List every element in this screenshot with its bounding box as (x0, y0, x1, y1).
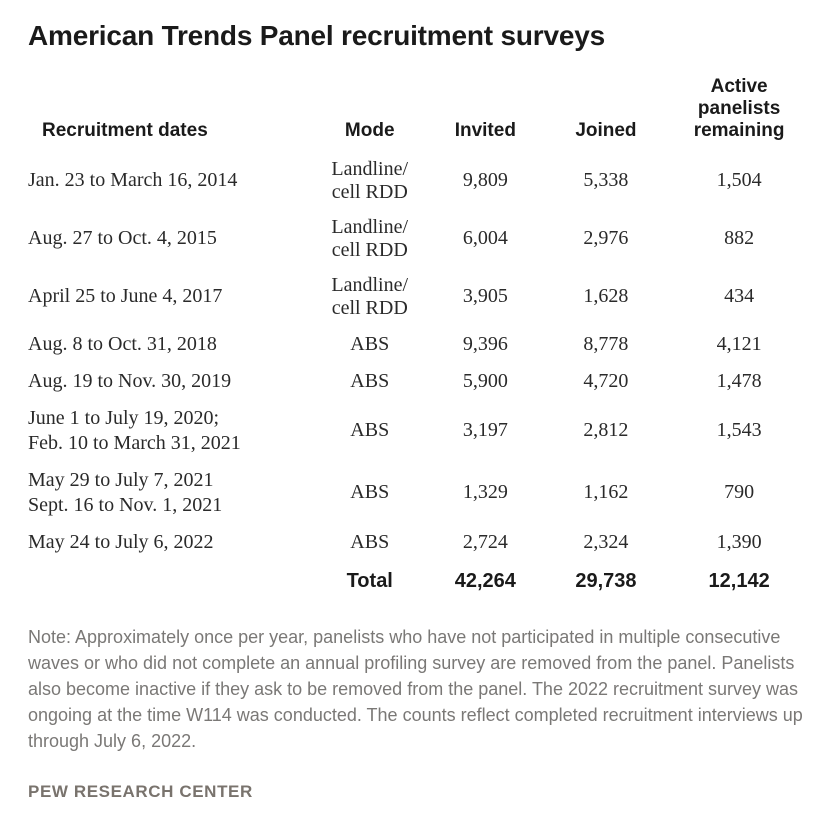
cell-invited: 3,197 (425, 400, 546, 462)
cell-invited: 6,004 (425, 210, 546, 268)
cell-invited: 9,809 (425, 152, 546, 210)
table-row: Jan. 23 to March 16, 2014 Landline/cell … (28, 152, 812, 210)
cell-dates: April 25 to June 4, 2017 (28, 268, 314, 326)
cell-dates: Aug. 19 to Nov. 30, 2019 (28, 363, 314, 400)
cell-joined: 5,338 (546, 152, 667, 210)
cell-invited: 2,724 (425, 524, 546, 561)
cell-dates: Jan. 23 to March 16, 2014 (28, 152, 314, 210)
col-header-invited: Invited (425, 70, 546, 152)
cell-mode: ABS (314, 524, 425, 561)
cell-invited: 9,396 (425, 326, 546, 363)
cell-dates: May 29 to July 7, 2021Sept. 16 to Nov. 1… (28, 462, 314, 524)
cell-active: 434 (666, 268, 812, 326)
cell-mode: Landline/cell RDD (314, 152, 425, 210)
table-row: June 1 to July 19, 2020;Feb. 10 to March… (28, 400, 812, 462)
cell-mode: ABS (314, 400, 425, 462)
total-blank (28, 561, 314, 600)
col-header-dates: Recruitment dates (28, 70, 314, 152)
cell-invited: 5,900 (425, 363, 546, 400)
col-header-mode: Mode (314, 70, 425, 152)
cell-joined: 1,162 (546, 462, 667, 524)
table-row: Aug. 27 to Oct. 4, 2015 Landline/cell RD… (28, 210, 812, 268)
cell-dates: June 1 to July 19, 2020;Feb. 10 to March… (28, 400, 314, 462)
attribution: PEW RESEARCH CENTER (28, 782, 812, 802)
cell-joined: 2,324 (546, 524, 667, 561)
cell-joined: 4,720 (546, 363, 667, 400)
table-row: Aug. 8 to Oct. 31, 2018 ABS 9,396 8,778 … (28, 326, 812, 363)
total-row: Total 42,264 29,738 12,142 (28, 561, 812, 600)
footnote: Note: Approximately once per year, panel… (28, 624, 812, 754)
cell-mode: ABS (314, 462, 425, 524)
cell-joined: 1,628 (546, 268, 667, 326)
cell-active: 4,121 (666, 326, 812, 363)
cell-joined: 2,976 (546, 210, 667, 268)
cell-active: 1,390 (666, 524, 812, 561)
cell-active: 1,478 (666, 363, 812, 400)
cell-mode: ABS (314, 363, 425, 400)
cell-mode: Landline/cell RDD (314, 268, 425, 326)
cell-dates: Aug. 8 to Oct. 31, 2018 (28, 326, 314, 363)
cell-mode: ABS (314, 326, 425, 363)
cell-dates: May 24 to July 6, 2022 (28, 524, 314, 561)
cell-dates: Aug. 27 to Oct. 4, 2015 (28, 210, 314, 268)
total-joined: 29,738 (546, 561, 667, 600)
cell-active: 790 (666, 462, 812, 524)
header-row: Recruitment dates Mode Invited Joined Ac… (28, 70, 812, 152)
total-invited: 42,264 (425, 561, 546, 600)
cell-invited: 3,905 (425, 268, 546, 326)
page-title: American Trends Panel recruitment survey… (28, 20, 812, 52)
cell-mode: Landline/cell RDD (314, 210, 425, 268)
table-row: April 25 to June 4, 2017 Landline/cell R… (28, 268, 812, 326)
cell-invited: 1,329 (425, 462, 546, 524)
total-active: 12,142 (666, 561, 812, 600)
table-row: May 29 to July 7, 2021Sept. 16 to Nov. 1… (28, 462, 812, 524)
recruitment-table: Recruitment dates Mode Invited Joined Ac… (28, 70, 812, 600)
table-row: Aug. 19 to Nov. 30, 2019 ABS 5,900 4,720… (28, 363, 812, 400)
cell-active: 1,543 (666, 400, 812, 462)
total-label: Total (314, 561, 425, 600)
cell-joined: 8,778 (546, 326, 667, 363)
table-row: May 24 to July 6, 2022 ABS 2,724 2,324 1… (28, 524, 812, 561)
cell-active: 1,504 (666, 152, 812, 210)
col-header-joined: Joined (546, 70, 667, 152)
cell-joined: 2,812 (546, 400, 667, 462)
col-header-active: Active panelists remaining (666, 70, 812, 152)
cell-active: 882 (666, 210, 812, 268)
table-body: Jan. 23 to March 16, 2014 Landline/cell … (28, 152, 812, 600)
